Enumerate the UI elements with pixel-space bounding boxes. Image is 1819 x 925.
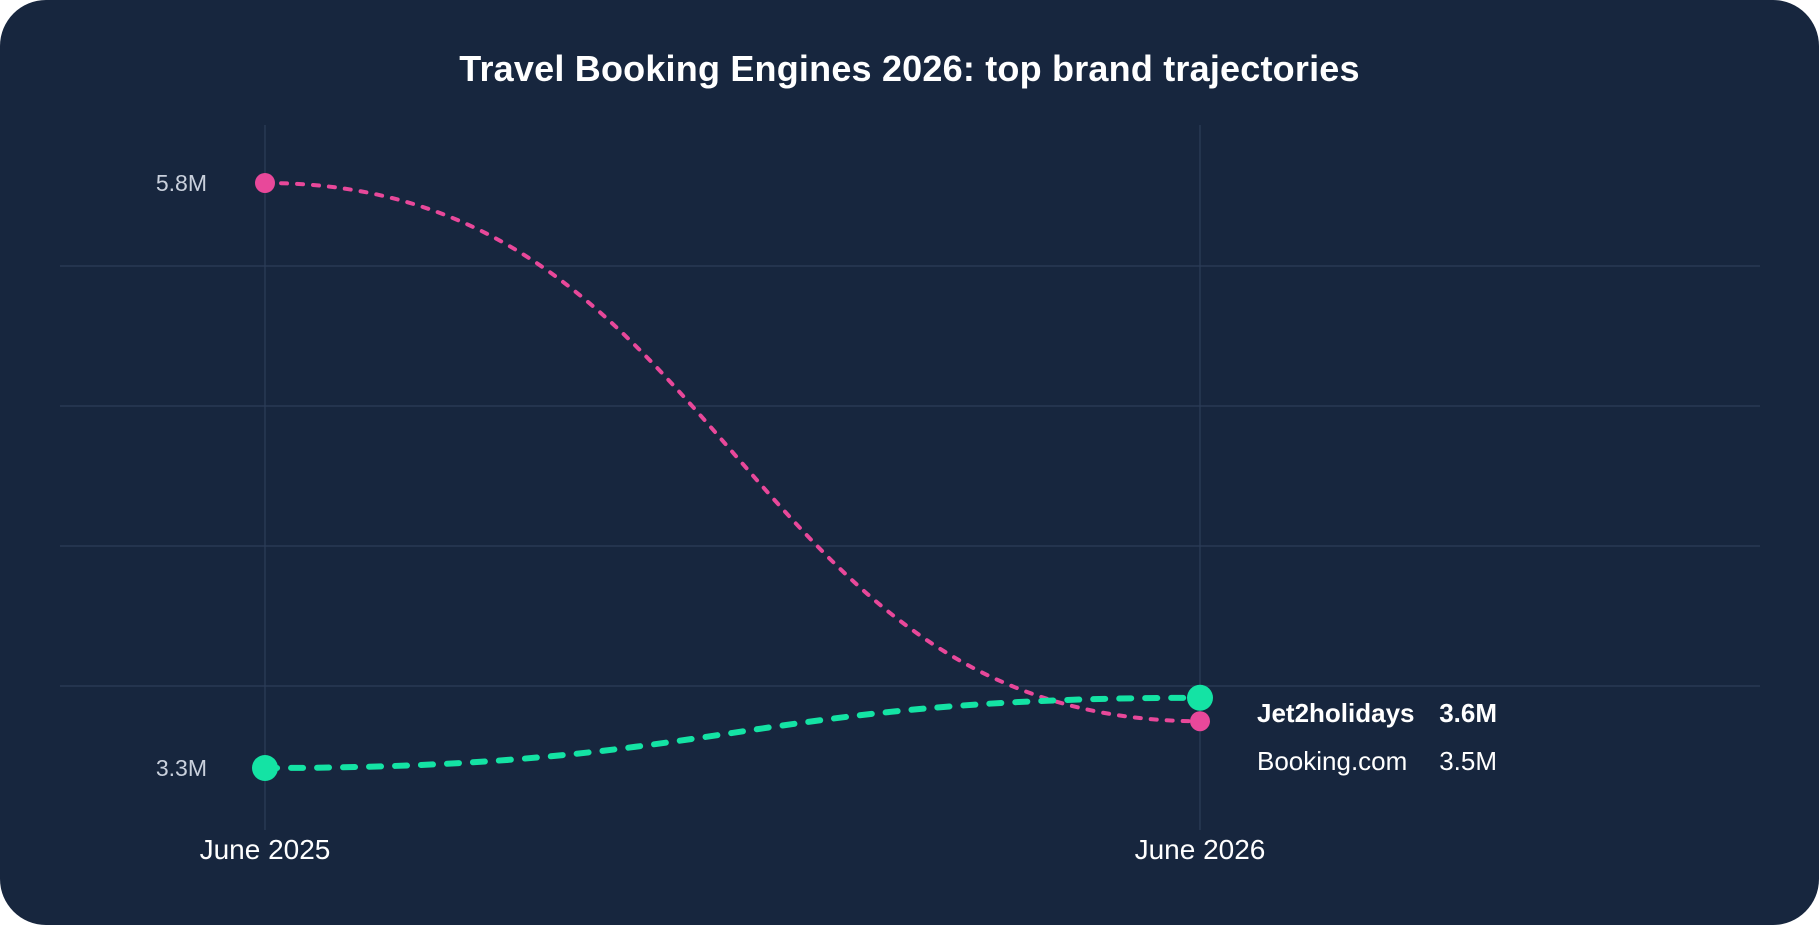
grid-lines (60, 125, 1760, 830)
chart-title: Travel Booking Engines 2026: top brand t… (459, 48, 1360, 89)
x-tick-label: June 2026 (1135, 834, 1266, 865)
series-lines (262, 181, 1203, 771)
series-end-value: 3.5M (1439, 746, 1497, 776)
series-line-jet2holidays (262, 694, 1203, 771)
y-tick-label: 3.3M (156, 755, 207, 781)
data-point (1187, 684, 1213, 711)
data-point (252, 755, 278, 781)
series-points (252, 173, 1213, 781)
x-tick-label: June 2025 (200, 834, 331, 865)
series-end-label: Booking.com (1257, 746, 1407, 776)
data-point (1190, 711, 1210, 732)
series-line-booking-com (263, 181, 1202, 724)
y-tick-label: 5.8M (156, 170, 207, 196)
chart-labels: June 2025 June 2026 5.8M 3.3M Booking.com 3.5… (156, 170, 1497, 865)
data-point (255, 173, 275, 193)
series-end-value: 3.6M (1439, 698, 1497, 728)
series-end-label: Jet2holidays (1257, 698, 1415, 728)
